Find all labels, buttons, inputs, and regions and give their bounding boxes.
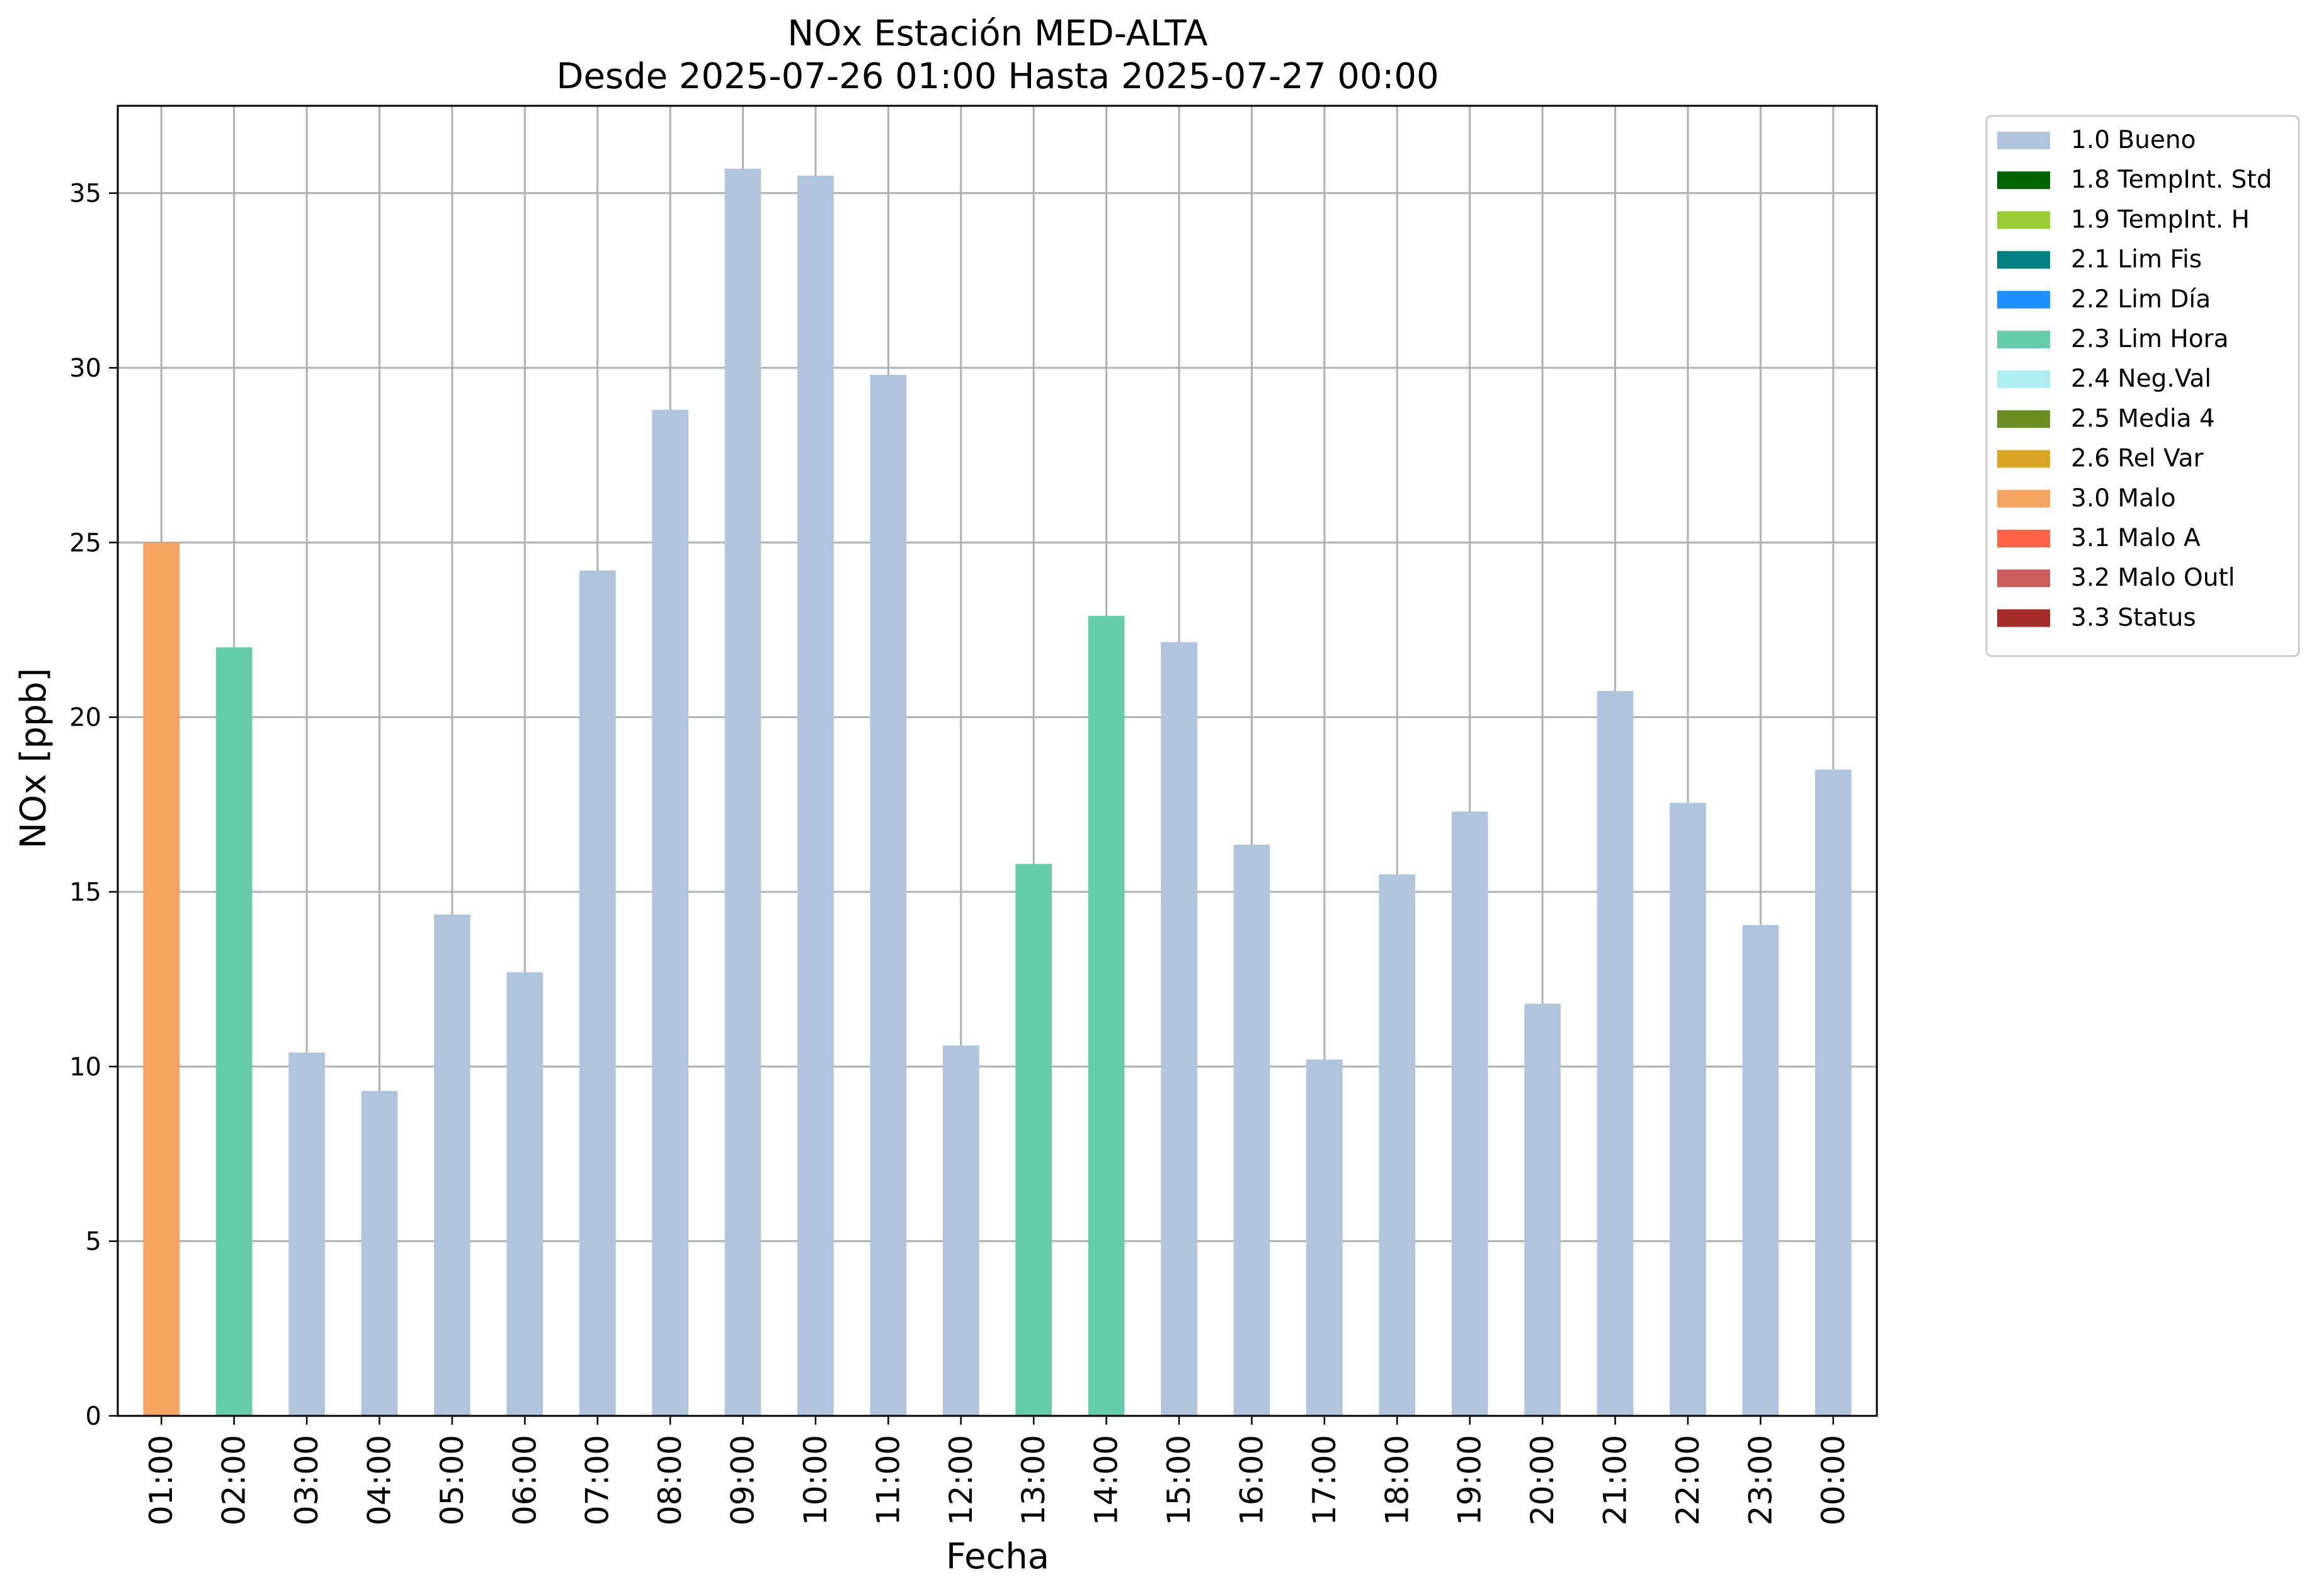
- x-tick-label: 11:00: [870, 1435, 906, 1525]
- legend-swatch: [1997, 410, 2050, 428]
- x-tick-label: 18:00: [1379, 1435, 1415, 1525]
- legend-label: 2.6 Rel Var: [2071, 445, 2204, 473]
- bar-1600: [1233, 845, 1270, 1416]
- x-axis-ticks: 01:00 02:00 03:00 04:00 05:00 06:00 07:00 08:00…: [143, 1416, 1852, 1525]
- x-tick-label: 07:00: [579, 1435, 616, 1525]
- y-axis-label: NOx [ppb]: [13, 668, 54, 848]
- bar-1800: [1379, 874, 1416, 1416]
- bar-2300: [1742, 925, 1779, 1416]
- legend-swatch: [1997, 450, 2050, 468]
- bar-2100: [1597, 691, 1634, 1416]
- bar-2200: [1670, 802, 1706, 1416]
- legend-label: 3.2 Malo Outl: [2071, 564, 2235, 592]
- y-tick-label: 0: [86, 1402, 101, 1431]
- y-tick-label: 25: [69, 528, 101, 557]
- x-tick-label: 17:00: [1306, 1435, 1343, 1525]
- chart-subtitle: Desde 2025-07-26 01:00 Hasta 2025-07-27 …: [556, 56, 1439, 97]
- x-tick-label: 08:00: [652, 1435, 688, 1525]
- y-tick-label: 10: [69, 1052, 101, 1081]
- bar-0700: [579, 570, 616, 1416]
- bar-0900: [724, 168, 761, 1416]
- x-tick-label: 21:00: [1597, 1435, 1634, 1525]
- legend-label: 1.8 TempInt. Std: [2071, 166, 2272, 194]
- legend-swatch: [1997, 569, 2050, 588]
- bars: [143, 168, 1852, 1416]
- chart-title: NOx Estación MED-ALTA: [787, 13, 1207, 54]
- y-tick-label: 5: [86, 1228, 101, 1257]
- legend: 1.0 Bueno 1.8 TempInt. Std 1.9 TempInt. H 2…: [1985, 115, 2300, 658]
- y-axis-ticks: 0 5 10 15 20 25 30 35: [69, 180, 118, 1431]
- bar-1300: [1015, 864, 1052, 1416]
- legend-label: 3.1 Malo A: [2071, 524, 2201, 552]
- bar-0100: [143, 542, 180, 1416]
- bar-0500: [434, 915, 470, 1416]
- bar-0300: [288, 1052, 325, 1416]
- legend-label: 3.0 Malo: [2071, 484, 2176, 513]
- bar-0200: [215, 647, 253, 1416]
- legend-label: 2.4 Neg.Val: [2071, 365, 2211, 393]
- x-tick-label: 00:00: [1815, 1435, 1852, 1525]
- x-tick-label: 02:00: [216, 1435, 253, 1525]
- y-tick-label: 15: [69, 878, 101, 907]
- legend-swatch: [1997, 290, 2050, 309]
- legend-swatch: [1997, 251, 2050, 269]
- legend-label: 2.2 Lim Día: [2071, 285, 2211, 314]
- x-tick-label: 04:00: [361, 1435, 397, 1525]
- x-tick-label: 05:00: [434, 1435, 470, 1525]
- legend-swatch: [1997, 489, 2050, 508]
- bar-0400: [361, 1091, 398, 1416]
- legend-box: [1985, 115, 2300, 658]
- bar-1200: [942, 1046, 979, 1416]
- x-tick-label: 22:00: [1670, 1435, 1706, 1525]
- x-tick-label: 03:00: [288, 1435, 325, 1525]
- legend-label: 2.5 Media 4: [2071, 404, 2215, 433]
- x-tick-label: 23:00: [1742, 1435, 1779, 1525]
- x-tick-label: 15:00: [1161, 1435, 1197, 1525]
- bar-1400: [1088, 615, 1125, 1416]
- y-tick-label: 35: [69, 180, 101, 208]
- y-tick-label: 30: [69, 354, 101, 383]
- bar-2000: [1524, 1003, 1561, 1416]
- legend-swatch: [1997, 370, 2050, 389]
- bar-1100: [870, 375, 907, 1416]
- x-tick-label: 01:00: [143, 1435, 179, 1525]
- bar-1500: [1161, 642, 1197, 1416]
- x-axis-label: Fecha: [946, 1536, 1049, 1577]
- legend-label: 1.9 TempInt. H: [2071, 205, 2250, 234]
- bar-0600: [506, 972, 544, 1416]
- x-tick-label: 16:00: [1233, 1435, 1270, 1525]
- legend-swatch: [1997, 211, 2050, 229]
- x-tick-label: 06:00: [506, 1435, 543, 1525]
- x-tick-label: 12:00: [943, 1435, 979, 1525]
- x-tick-label: 09:00: [725, 1435, 761, 1525]
- bar-0000: [1815, 769, 1852, 1416]
- legend-swatch: [1997, 609, 2050, 627]
- legend-swatch: [1997, 171, 2050, 190]
- y-tick-label: 20: [69, 704, 101, 732]
- legend-label: 3.3 Status: [2071, 603, 2196, 632]
- legend-label: 1.0 Bueno: [2071, 126, 2196, 154]
- legend-label: 2.3 Lim Hora: [2071, 325, 2229, 353]
- bar-1900: [1451, 811, 1488, 1416]
- x-tick-label: 19:00: [1452, 1435, 1488, 1525]
- legend-label: 2.1 Lim Fis: [2071, 246, 2202, 274]
- legend-swatch: [1997, 132, 2050, 149]
- x-tick-label: 10:00: [797, 1435, 834, 1525]
- bar-0800: [652, 409, 688, 1416]
- x-tick-label: 13:00: [1015, 1435, 1052, 1525]
- x-tick-label: 20:00: [1524, 1435, 1561, 1525]
- plot-area-frame: [117, 105, 1878, 1417]
- bar-1700: [1306, 1059, 1343, 1416]
- x-tick-label: 14:00: [1088, 1435, 1125, 1525]
- legend-swatch: [1997, 530, 2050, 547]
- bar-1000: [797, 175, 834, 1416]
- legend-swatch: [1997, 331, 2050, 348]
